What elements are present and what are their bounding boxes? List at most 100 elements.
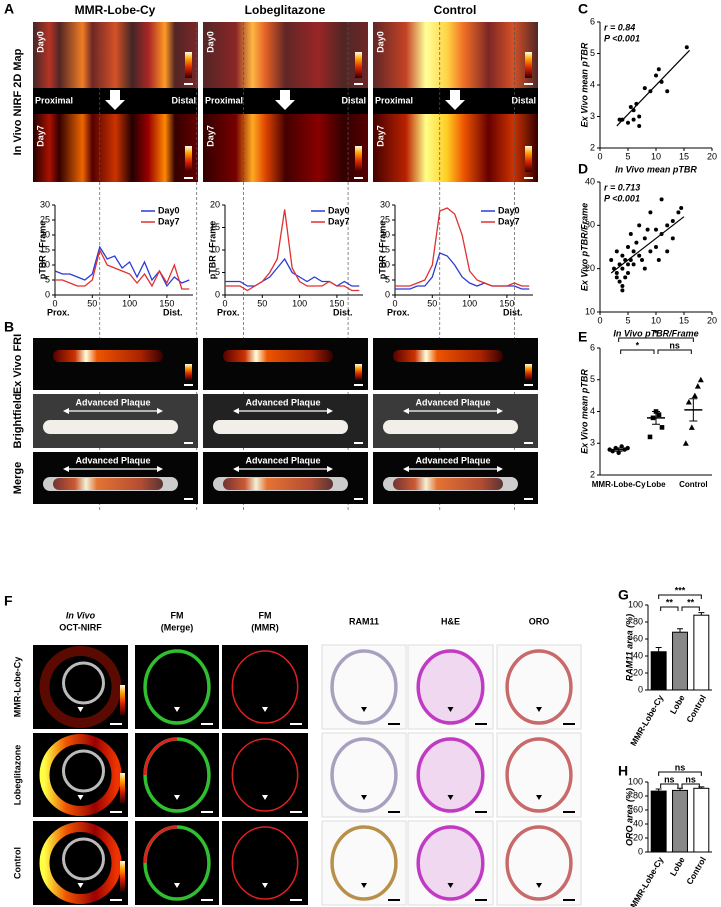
y-tick-label: 3: [590, 438, 595, 448]
panel-label: H: [618, 763, 628, 779]
scatter-point: [642, 236, 647, 241]
y-tick-label: 25: [380, 214, 390, 224]
x-tick-label: 0: [52, 298, 57, 308]
y-axis-label: pTBR / Frame: [377, 221, 387, 280]
x-axis-label: In Vivo pTBR/Frame: [613, 328, 698, 338]
y-tick-label: 20: [585, 263, 595, 273]
scatter-point: [631, 117, 636, 122]
x-tick-label: 20: [707, 151, 717, 161]
scatter-point: [645, 227, 650, 232]
significance-label: ns: [664, 774, 675, 784]
column-header: (MMR): [251, 622, 279, 632]
y-tick-label: 60: [633, 633, 643, 643]
row-label: Control: [12, 847, 22, 879]
error-bar: [677, 787, 683, 791]
significance-bracket: [620, 349, 655, 354]
x-tick-label: MMR-Lobe-Cy: [628, 693, 665, 748]
significance-bracket: [660, 783, 679, 788]
arrowhead-marker: [262, 883, 268, 888]
section: [330, 649, 398, 725]
axis-note: Dist.: [333, 307, 353, 317]
arrowhead-marker: [536, 707, 542, 712]
arrowhead-marker: [447, 795, 454, 800]
arrowhead-marker: [536, 795, 542, 800]
scatter-point: [626, 271, 630, 275]
arrowhead-marker: [361, 707, 367, 712]
scatter-point: [634, 240, 639, 245]
section: [416, 825, 485, 901]
scatter-point: [637, 114, 642, 119]
line-series: [395, 207, 530, 287]
scatter-point: [654, 227, 658, 232]
section-red: [143, 737, 178, 776]
column-header: (Merge): [161, 622, 194, 632]
column-header: H&E: [441, 616, 460, 626]
y-tick-label: 2: [590, 142, 595, 152]
scatter-point: [631, 249, 636, 254]
arrowhead-marker: [262, 795, 268, 800]
x-tick-label: 50: [257, 298, 267, 308]
axis-note: Prox.: [47, 307, 70, 317]
y-tick-label: 10: [380, 259, 390, 269]
micrograph: [321, 732, 407, 818]
panel-label: D: [578, 161, 588, 177]
scatter-point: [654, 73, 658, 78]
oct-lumen: [62, 661, 105, 705]
panel-label: E: [578, 329, 587, 345]
micrograph: [496, 644, 582, 730]
colorbar: [120, 773, 125, 803]
arrowhead-marker: [262, 707, 268, 712]
x-tick-label: Control: [684, 855, 708, 886]
scatter-point: [620, 253, 625, 258]
error-bar: [614, 447, 623, 452]
y-axis-label: pTBR / Frame: [37, 221, 47, 280]
x-tick-label: 100: [462, 298, 477, 308]
significance-bracket: [618, 337, 694, 342]
arrow: [105, 90, 125, 110]
arrow-head: [403, 408, 409, 414]
x-tick-label: 0: [392, 298, 397, 308]
bar: [650, 790, 667, 853]
error-bar: [655, 647, 662, 652]
x-tick-label: 15: [679, 315, 689, 325]
scatter-point: [648, 249, 653, 254]
colorbar: [525, 364, 532, 380]
x-tick-label: 50: [87, 298, 97, 308]
arrowhead-marker: [174, 795, 180, 800]
photo-bg: [33, 338, 198, 390]
day-label: Day7: [375, 125, 385, 147]
dot: [691, 392, 698, 399]
dot: [682, 440, 689, 446]
micrograph: [496, 820, 582, 906]
arrowhead-marker: [174, 883, 180, 888]
y-tick-label: 30: [585, 220, 595, 230]
micrograph: [135, 821, 219, 905]
column-header: ORO: [529, 616, 550, 626]
arrow-head: [63, 466, 69, 472]
y-tick-label: 20: [633, 832, 643, 842]
significance-label: **: [687, 597, 695, 607]
scatter-point: [637, 123, 642, 128]
heatmap: [33, 114, 198, 182]
y-axis-label: Ex Vivo pTBR/Frame: [579, 203, 589, 291]
colorbar: [525, 146, 532, 172]
x-tick-label: 150: [499, 298, 514, 308]
fit-line: [610, 216, 685, 274]
significance-bracket: [681, 783, 700, 788]
scatter-point: [640, 258, 644, 262]
y-tick-label: 4: [590, 79, 595, 89]
column-title: MMR-Lobe-Cy: [75, 3, 156, 17]
vessel: [53, 350, 163, 362]
proximal-label: Proximal: [35, 95, 73, 105]
plaque-label: Advanced Plaque: [415, 397, 490, 407]
section: [505, 825, 573, 901]
y-tick-label: 20: [380, 229, 390, 239]
arrowhead-marker: [174, 707, 180, 712]
x-tick-label: 100: [292, 298, 307, 308]
panel-label: F: [4, 593, 13, 609]
legend-label: Day0: [498, 205, 520, 215]
y-tick-label: 15: [210, 222, 220, 232]
scatter-point: [609, 258, 614, 262]
heatmap: [33, 22, 198, 88]
x-tick-label: 100: [122, 298, 137, 308]
